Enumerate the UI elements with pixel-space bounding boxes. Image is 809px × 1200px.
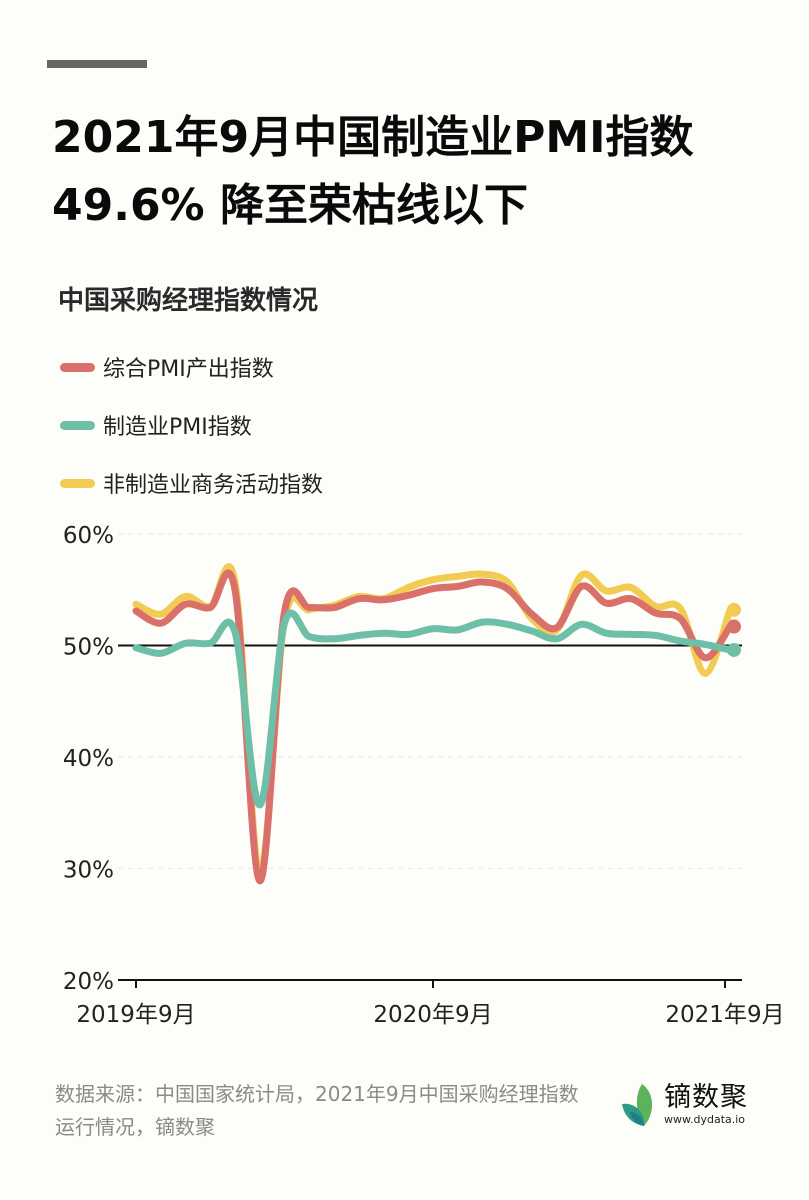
y-tick-label: 50%	[63, 635, 114, 661]
y-tick-label: 30%	[63, 858, 114, 884]
series-line	[132, 563, 734, 877]
page-title: 2021年9月中国制造业PMI指数 49.6% 降至荣枯线以下	[52, 104, 772, 240]
decorative-top-bar	[47, 60, 147, 68]
data-source-note: 数据来源：中国国家统计局，2021年9月中国采购经理指数运行情况，镝数聚	[55, 1082, 579, 1139]
y-tick-label: 40%	[63, 746, 114, 772]
legend-swatch-icon	[60, 362, 95, 372]
legend-swatch-icon	[60, 420, 95, 430]
series-line	[132, 569, 734, 885]
title-line-1: 2021年9月中国制造业PMI指数	[52, 112, 694, 163]
chart-legend: 综合PMI产出指数 制造业PMI指数 非制造业商务活动指数	[60, 338, 323, 512]
series-end-marker	[727, 619, 741, 634]
legend-label: 非制造业商务活动指数	[103, 473, 324, 498]
logo-name: 镝数聚	[664, 1082, 748, 1113]
brand-logo: 镝数聚 www.dydata.io	[620, 1082, 748, 1128]
legend-label: 综合PMI产出指数	[103, 357, 274, 382]
legend-item-manufacturing: 制造业PMI指数	[60, 396, 323, 454]
line-chart: 20% 30% 40% 50% 60% 2019年9月 2020年9月 2021年9月	[63, 523, 785, 1028]
leaf-logo-icon	[622, 1084, 653, 1126]
title-line-2: 49.6% 降至荣枯线以下	[52, 180, 528, 231]
y-tick-label: 20%	[63, 969, 114, 995]
legend-label: 制造业PMI指数	[103, 415, 252, 440]
x-tick-label: 2021年9月	[665, 1002, 784, 1028]
legend-item-non-manufacturing: 非制造业商务活动指数	[60, 454, 323, 512]
logo-url: www.dydata.io	[664, 1113, 746, 1126]
legend-swatch-icon	[60, 478, 95, 488]
series-end-marker	[727, 602, 741, 617]
x-tick-label: 2020年9月	[373, 1002, 492, 1028]
legend-item-composite: 综合PMI产出指数	[60, 338, 323, 396]
x-tick-label: 2019年9月	[76, 1002, 195, 1028]
y-tick-label: 60%	[63, 523, 114, 549]
series-line	[132, 609, 734, 809]
chart-subtitle: 中国采购经理指数情况	[58, 286, 319, 316]
series-end-marker	[727, 642, 741, 657]
